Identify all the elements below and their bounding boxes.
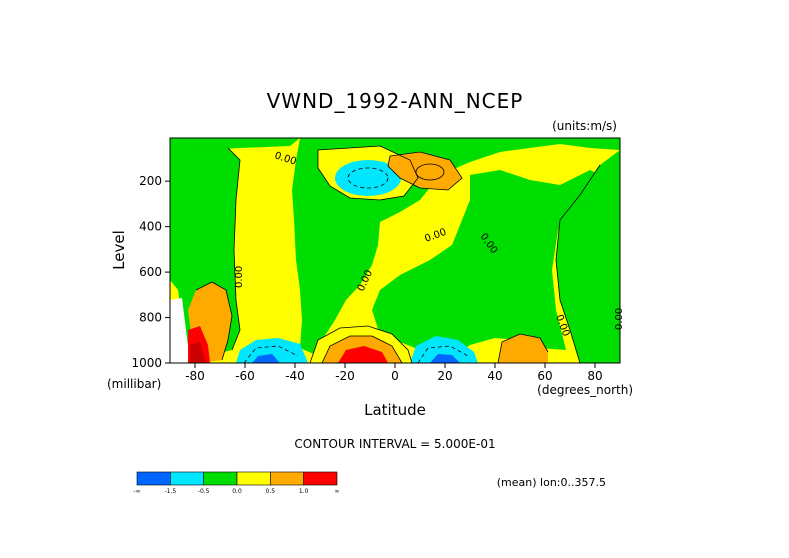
colorbar-swatch [270, 471, 304, 486]
colorbar-swatch [136, 471, 171, 486]
colorbar-label: -∞ [133, 488, 140, 495]
colorbar-label: 0.0 [232, 488, 242, 495]
core-upper-cyan [335, 160, 401, 196]
y-axis-title: Level [110, 230, 128, 270]
core-surface-red [338, 346, 388, 363]
contour-lines [195, 145, 601, 363]
contour-line-negative [347, 167, 389, 189]
y-tick-label: 1000 [131, 356, 162, 370]
colorbar-label: 0.5 [266, 488, 276, 495]
x-tick-label: 0 [391, 369, 399, 383]
contour-line [309, 325, 413, 363]
colorbar-swatch [203, 471, 238, 486]
cell-sh-cyan [236, 338, 308, 363]
band-right-green [556, 150, 620, 363]
x-axis-title: Latitude [364, 401, 426, 419]
contour-line [387, 151, 463, 191]
x-tick-label: -80 [185, 369, 205, 383]
contour-line [497, 333, 549, 363]
y-ticks: 200 400 600 800 1000 [131, 174, 170, 370]
contour-line [227, 147, 241, 351]
band-sh-white [170, 298, 190, 363]
contour-line [195, 281, 233, 361]
band-mid-green [372, 170, 600, 355]
contour-line-negative [243, 345, 299, 363]
core-upper-orange [388, 152, 462, 190]
contour-lines-negative [243, 167, 469, 363]
y-tick-label: 200 [139, 174, 162, 188]
x-ticks: -80 -60 -40 -20 0 20 40 60 80 [185, 363, 603, 383]
x-tick-label: -20 [335, 369, 355, 383]
colorbar-label: ∞ [335, 488, 340, 495]
contour-line [555, 164, 601, 363]
y-tick-label: 800 [139, 311, 162, 325]
chart-title: VWND_1992-ANN_NCEP [267, 89, 524, 113]
footer-text: (mean) lon:0..357.5 [497, 476, 606, 489]
colorbar-label: -0.5 [198, 488, 210, 495]
contour-line [321, 335, 403, 363]
x-unit-label: (degrees_north) [537, 383, 633, 397]
cell-nh-blue [430, 354, 460, 363]
colorbar-swatch [236, 471, 271, 486]
colorbar-label: 1.0 [299, 488, 309, 495]
contour-label: 0.00 [234, 266, 245, 288]
colorbar-swatch [303, 471, 338, 486]
contour-interval-text: CONTOUR INTERVAL = 5.000E-01 [294, 437, 495, 451]
core-nh-orange [498, 334, 548, 363]
band-top-green-left [170, 138, 300, 150]
contour-line-negative [417, 345, 469, 363]
core-sh-darkred [190, 342, 206, 363]
y-tick-label: 400 [139, 220, 162, 234]
x-tick-label: -40 [285, 369, 305, 383]
x-tick-label: 60 [537, 369, 552, 383]
contour-line [415, 163, 445, 181]
x-tick-label: -60 [235, 369, 255, 383]
cell-sh-blue [252, 354, 280, 363]
colorbar: -∞ -1.5 -0.5 0.0 0.5 1.0 ∞ [133, 471, 340, 495]
contour-fill [170, 138, 620, 363]
contour-line [317, 145, 419, 201]
x-tick-label: 80 [587, 369, 602, 383]
y-tick-label: 600 [139, 265, 162, 279]
colorbar-swatch [170, 471, 204, 486]
cell-nh-cyan [410, 336, 478, 363]
x-tick-label: 40 [487, 369, 502, 383]
x-tick-label: 20 [437, 369, 452, 383]
units-note: (units:m/s) [552, 119, 617, 133]
colorbar-label: -1.5 [164, 488, 176, 495]
y-unit-label: (millibar) [107, 377, 161, 391]
